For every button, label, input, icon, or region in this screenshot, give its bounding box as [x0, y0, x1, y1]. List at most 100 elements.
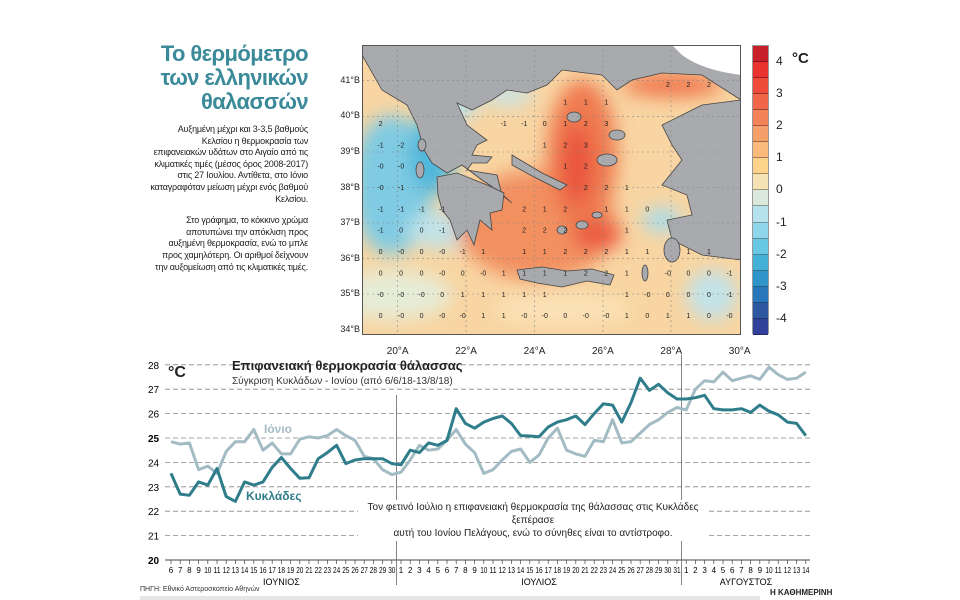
- chart-title: Επιφανειακή θερμοκρασία θάλασσας: [232, 358, 463, 373]
- anomaly-value: 2: [584, 270, 588, 277]
- source-credit: ΠΗΓΗ: Εθνικό Αστεροσκοπείο Αθηνών: [140, 586, 260, 593]
- y-tick-label: 24: [148, 458, 160, 469]
- x-tick-label: 17: [545, 566, 553, 575]
- anomaly-value: 1: [625, 270, 629, 277]
- x-tick-label: 22: [315, 566, 323, 575]
- colorbar-swatch: [753, 254, 768, 271]
- anomaly-value: 1: [584, 100, 588, 107]
- month-label: ΙΟΥΝΙΟΣ: [263, 577, 300, 585]
- y-tick-label: 25: [148, 434, 160, 445]
- x-tick-label: 31: [673, 566, 681, 575]
- colorbar-label: -3: [776, 278, 787, 293]
- anomaly-value: 0: [379, 270, 383, 277]
- anomaly-value: 1: [481, 249, 485, 256]
- anomaly-value: 0: [645, 206, 649, 213]
- anomaly-value: 1: [563, 270, 567, 277]
- anomaly-value: 0: [707, 292, 711, 299]
- x-tick-label: 29: [379, 566, 387, 575]
- anomaly-value: 2: [584, 249, 588, 256]
- x-tick-label: 12: [223, 566, 231, 575]
- anomaly-value: 2: [563, 142, 567, 149]
- anomaly-value: 0: [379, 249, 383, 256]
- anomaly-value: -1: [460, 249, 466, 256]
- anomaly-value: 0: [707, 270, 711, 277]
- colorbar-swatch: [753, 286, 768, 303]
- anomaly-value: 1: [481, 313, 485, 320]
- anomaly-value: -0: [603, 313, 609, 320]
- anomaly-value: 1: [502, 292, 506, 299]
- x-tick-label: 25: [618, 566, 626, 575]
- month-label: ΑΥΓΟΥΣΤΟΣ: [720, 577, 773, 585]
- x-tick-label: 13: [508, 566, 516, 575]
- anomaly-value: 2: [563, 206, 567, 213]
- anomaly-value: 1: [522, 249, 526, 256]
- anomaly-value: 1: [563, 121, 567, 128]
- chart-annotation: Τον φετινό Ιούλιο η επιφανειακή θερμοκρα…: [358, 500, 708, 541]
- latitude-label: 37°B: [340, 217, 360, 228]
- x-tick-label: 9: [758, 566, 763, 575]
- anomaly-value: 1: [625, 249, 629, 256]
- x-tick-label: 18: [278, 566, 286, 575]
- anomaly-value: 0: [420, 228, 424, 235]
- latitude-label: 39°B: [340, 145, 360, 156]
- y-tick-label: 20: [148, 556, 160, 567]
- anomaly-value: -0: [419, 292, 425, 299]
- anomaly-value: -0: [398, 164, 404, 171]
- anomaly-value: 3: [584, 142, 588, 149]
- colorbar-swatch: [753, 174, 768, 191]
- anomaly-value: -0: [583, 313, 589, 320]
- y-tick-label: 26: [148, 410, 160, 421]
- x-tick-label: 7: [178, 566, 183, 575]
- colorbar-swatch: [753, 110, 768, 127]
- x-tick-label: 2: [408, 566, 413, 575]
- x-tick-label: 20: [296, 566, 304, 575]
- anomaly-value: 0: [420, 270, 424, 277]
- latitude-label: 41°B: [340, 74, 360, 85]
- x-tick-label: 4: [712, 566, 717, 575]
- x-tick-label: 28: [646, 566, 654, 575]
- anomaly-value: 1: [461, 292, 465, 299]
- black-sea-blank: [672, 45, 741, 75]
- x-tick-label: 14: [241, 566, 249, 575]
- anomaly-value: -1: [521, 121, 527, 128]
- colorbar-swatch: [753, 302, 768, 319]
- anomaly-value: -0: [726, 313, 732, 320]
- anomaly-value: -1: [439, 228, 445, 235]
- anomaly-value: 1: [645, 249, 649, 256]
- annotation-line: Τον φετινό Ιούλιο η επιφανειακή θερμοκρα…: [367, 502, 699, 526]
- x-tick-label: 16: [535, 566, 543, 575]
- anomaly-value: -0: [439, 313, 445, 320]
- x-tick-label: 26: [627, 566, 635, 575]
- colorbar-swatch: [753, 270, 768, 287]
- x-tick-label: 1: [399, 566, 404, 575]
- anomaly-value: -0: [542, 313, 548, 320]
- colorbar-swatch: [753, 78, 768, 95]
- anomaly-value: 2: [563, 249, 567, 256]
- colorbar-swatch: [753, 206, 768, 223]
- colorbar-label: 2: [776, 118, 783, 133]
- anomaly-value: 1: [666, 313, 670, 320]
- anomaly-value: 1: [563, 164, 567, 171]
- longitude-label: 24°A: [523, 346, 546, 357]
- x-tick-label: 12: [784, 566, 792, 575]
- anomaly-value: -1: [726, 292, 732, 299]
- cyclades-series-line: [169, 376, 807, 503]
- intro-column: Το θερμόμετρο των ελληνικών θαλασσών Αυξ…: [136, 42, 308, 273]
- x-tick-label: 19: [563, 566, 571, 575]
- landmass: [362, 45, 741, 288]
- colorbar-unit: °C: [792, 50, 809, 67]
- x-tick-label: 3: [702, 566, 707, 575]
- x-tick-label: 28: [370, 566, 378, 575]
- x-tick-label: 13: [793, 566, 801, 575]
- anomaly-value: 1: [625, 185, 629, 192]
- x-tick-label: 22: [591, 566, 599, 575]
- series-label-cyclades: Κυκλάδες: [246, 489, 302, 503]
- colorbar-swatch: [753, 142, 768, 159]
- sea-temperature-anomaly-map: 0 -0 0 -0 -0 1 1 -0 -0 0 -0 -0 1 0 1 1 0 -0 -0 -0 -0 0 1 1 1 1 1 1 -…: [362, 45, 741, 335]
- longitude-label: 28°A: [660, 346, 683, 357]
- anomaly-value: 0: [645, 313, 649, 320]
- anomaly-value: 0: [399, 228, 403, 235]
- x-tick-label: 25: [342, 566, 350, 575]
- anomaly-value: 0: [707, 313, 711, 320]
